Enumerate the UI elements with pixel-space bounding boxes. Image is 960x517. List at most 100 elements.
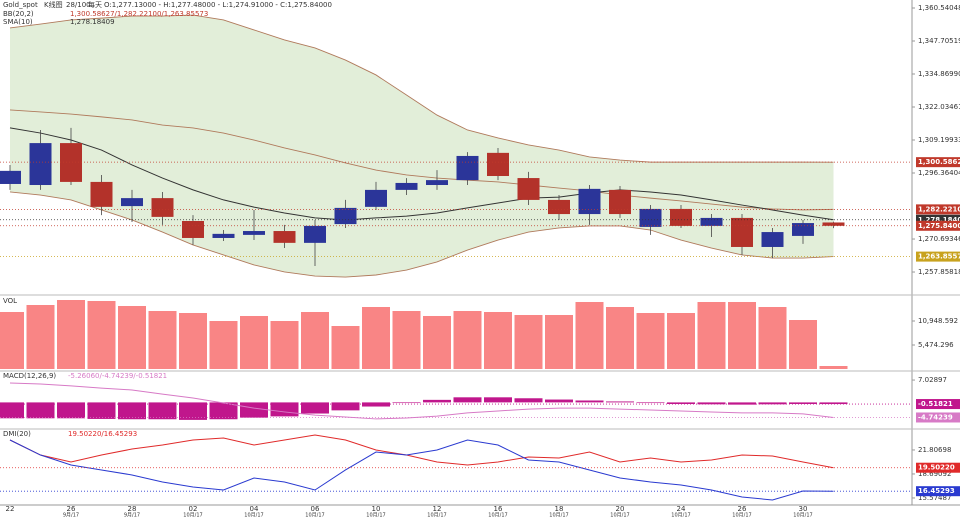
x-tick-sublabel: 10月/17 — [366, 513, 385, 517]
bar — [148, 310, 177, 369]
x-tick-sublabel: 10月/17 — [610, 513, 629, 517]
bar — [118, 306, 146, 369]
bar — [57, 402, 85, 419]
y-tick-label: 18.69092 — [918, 470, 951, 478]
bar — [270, 402, 299, 417]
x-tick-sublabel: 10月/17 — [427, 513, 446, 517]
y-tick-label: 1,334.86990 — [918, 70, 960, 78]
bar — [728, 301, 756, 369]
bar — [331, 326, 360, 369]
marker-badge — [916, 157, 960, 168]
x-tick-label: 02 — [189, 505, 198, 513]
marker-badge — [916, 220, 960, 231]
y-tick-label: 1,257.85818 — [918, 268, 960, 276]
x-tick-label: 04 — [250, 505, 259, 513]
candle-body — [60, 143, 82, 182]
panel-title: DMI(20) — [3, 430, 31, 438]
bar — [545, 399, 573, 403]
x-tick-label: 10 — [372, 505, 381, 513]
candle-body — [182, 221, 204, 238]
candle-body — [609, 189, 631, 215]
indicator-name: SMA(10) — [3, 18, 33, 26]
y-tick-label: 1,270.69346 — [918, 235, 960, 243]
candle-body — [395, 182, 418, 190]
indicator-line — [9, 382, 834, 420]
candle-body — [731, 217, 753, 247]
bar — [301, 402, 329, 414]
marker-label: -4.74239 — [918, 413, 953, 421]
bar — [240, 402, 268, 418]
bar — [423, 399, 451, 403]
y-tick-label: 1,296.36404 — [918, 169, 960, 177]
chart-kind[interactable]: K线图 — [44, 0, 63, 9]
x-tick-label: 06 — [311, 505, 320, 513]
y-tick-label: 1,347.70519 — [918, 37, 960, 45]
marker-label: 16.45293 — [918, 487, 955, 495]
x-tick-sublabel: 10月/17 — [305, 513, 324, 517]
bar — [514, 398, 543, 403]
panel-title: MACD(12,26,9) — [3, 372, 56, 380]
y-tick-label: 1,360.54048 — [918, 4, 960, 12]
bar — [484, 397, 512, 403]
bar — [789, 319, 817, 369]
bar — [636, 312, 665, 369]
y-tick-label: 15.57487 — [918, 494, 951, 502]
bar — [728, 402, 756, 405]
candle-body — [548, 199, 570, 215]
sma-line — [9, 127, 834, 221]
bar — [392, 310, 421, 369]
indicator-line — [9, 434, 834, 469]
y-tick-label: 1,309.19933 — [918, 136, 960, 144]
indicator-line — [9, 439, 834, 501]
marker-label: 1,282.22100 — [918, 205, 960, 213]
candle-body — [304, 225, 326, 243]
bar — [0, 311, 24, 369]
candle-body — [822, 222, 845, 226]
bar — [545, 315, 573, 369]
x-tick-label: 26 — [738, 505, 747, 513]
bar — [667, 402, 695, 404]
bar — [819, 366, 848, 369]
bar — [118, 402, 146, 420]
candle-body — [273, 231, 296, 243]
x-tick-sublabel: 10月/17 — [244, 513, 263, 517]
x-tick-sublabel: 10月/17 — [488, 513, 507, 517]
candle-body — [456, 155, 479, 181]
marker-label: 1,278.18409 — [918, 216, 960, 224]
bar — [26, 305, 55, 369]
marker-label: 19.50220 — [918, 464, 955, 472]
bar — [423, 316, 451, 369]
bar — [453, 310, 482, 369]
y-tick-label: 10,948.592 — [918, 317, 958, 325]
bb-middle — [9, 109, 834, 211]
bar — [179, 402, 207, 420]
y-tick-label: 5,474.296 — [918, 341, 954, 349]
bar — [57, 299, 85, 369]
bar — [819, 402, 848, 405]
marker-badge — [916, 214, 960, 225]
marker-label: 1,300.58627 — [918, 158, 960, 166]
candle-body — [761, 232, 784, 247]
marker-label: 1,275.84000 — [918, 222, 960, 230]
bar — [484, 311, 512, 369]
candle-body — [243, 231, 265, 235]
x-tick-sublabel: 10月/17 — [671, 513, 690, 517]
bar — [301, 311, 329, 369]
candle-body — [334, 207, 357, 225]
bar — [209, 320, 238, 369]
bar — [0, 402, 24, 419]
marker-label: -0.51821 — [918, 400, 953, 408]
bar — [87, 300, 116, 369]
y-tick-label: 1,322.03461 — [918, 103, 960, 111]
panel-readout: -5.26060/-4.74239/-0.51821 — [68, 372, 167, 380]
panel-readout: 19.50220/16.45293 — [68, 430, 137, 438]
candle-body — [0, 170, 21, 184]
candle-body — [365, 189, 387, 207]
candle-body — [151, 198, 174, 217]
marker-label: 1,263.85573 — [918, 253, 960, 261]
bar — [392, 402, 421, 404]
x-tick-sublabel: 10月/17 — [793, 513, 812, 517]
period[interactable]: 每天 — [88, 0, 102, 9]
